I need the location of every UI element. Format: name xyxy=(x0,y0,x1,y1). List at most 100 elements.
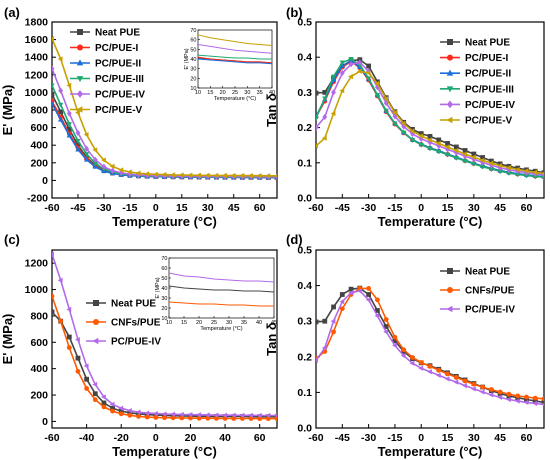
x-tick-label: 60 xyxy=(254,432,266,444)
data-point xyxy=(144,414,150,420)
data-point xyxy=(330,110,336,117)
x-tick-label: 30 xyxy=(202,202,214,214)
data-point xyxy=(348,61,354,68)
data-point xyxy=(480,384,486,390)
y-tick-label: 1200 xyxy=(25,258,49,270)
data-point xyxy=(479,389,485,395)
data-point xyxy=(58,318,64,324)
x-axis-label: Temperature (°C) xyxy=(112,214,217,229)
data-point xyxy=(480,155,486,160)
series-line xyxy=(52,93,277,179)
data-point xyxy=(118,405,124,411)
chart-panel: -60 -45 -30 -15 0 15 30 45 60 -200 0 200 400 600 800 10… xyxy=(0,5,278,229)
data-point xyxy=(436,137,442,143)
data-point xyxy=(101,404,107,410)
inset-y-tick-label: 40 xyxy=(161,286,167,292)
y-tick-label: 1400 xyxy=(25,52,49,64)
data-point xyxy=(316,357,318,363)
data-point xyxy=(515,393,521,399)
data-point xyxy=(374,92,381,98)
x-tick-label: 15 xyxy=(176,202,188,214)
data-point xyxy=(366,292,372,297)
data-point xyxy=(153,415,159,420)
x-tick-label: -30 xyxy=(361,432,376,444)
x-tick-label: 30 xyxy=(468,432,480,444)
data-point xyxy=(196,412,202,418)
legend-marker xyxy=(447,287,453,293)
data-point xyxy=(444,144,450,150)
data-point xyxy=(321,135,327,141)
series-group xyxy=(316,57,544,181)
data-point xyxy=(392,342,397,349)
legend-marker xyxy=(447,54,453,61)
data-point xyxy=(248,412,253,418)
data-point xyxy=(348,57,354,62)
inset-y-tick-label: 50 xyxy=(161,276,167,282)
data-point xyxy=(383,108,389,114)
data-point xyxy=(230,412,236,418)
data-point xyxy=(348,286,354,292)
data-point xyxy=(479,164,486,170)
legend-entry: Neat PUE xyxy=(465,267,510,278)
data-point xyxy=(256,412,262,419)
data-point xyxy=(92,156,98,163)
legend-marker xyxy=(446,69,454,76)
data-point xyxy=(101,157,106,163)
data-point xyxy=(435,372,441,378)
data-point xyxy=(331,304,336,310)
data-point xyxy=(400,120,406,127)
data-point xyxy=(135,170,141,176)
inset-x-tick-label: 25 xyxy=(211,320,217,326)
data-point xyxy=(322,318,328,324)
x-tick-label: -15 xyxy=(122,202,137,214)
data-point xyxy=(118,169,124,177)
legend-entry: CNFs/PUE xyxy=(465,286,515,297)
data-point xyxy=(196,172,202,178)
inset-x-tick-label: 10 xyxy=(195,90,201,96)
inset-series-line xyxy=(197,58,273,65)
inset-y-tick-label: 30 xyxy=(161,296,167,302)
x-tick-label: 0 xyxy=(153,202,159,214)
data-point xyxy=(58,87,64,94)
y-tick-label: 200 xyxy=(30,157,48,169)
data-point xyxy=(541,399,544,405)
y-tick-label: 1000 xyxy=(25,87,49,99)
data-point xyxy=(75,368,81,374)
y-tick-label: 1200 xyxy=(25,69,49,81)
legend-marker xyxy=(93,300,99,306)
data-point xyxy=(322,113,328,121)
x-tick-label: -60 xyxy=(44,432,59,444)
data-point xyxy=(435,140,441,147)
data-point xyxy=(339,306,345,312)
data-point xyxy=(52,83,55,89)
data-point xyxy=(409,128,415,134)
data-point xyxy=(58,109,64,115)
legend-entry: PC/PUE-IV xyxy=(465,100,515,111)
data-point xyxy=(418,135,424,142)
data-point xyxy=(265,412,271,419)
data-point xyxy=(66,306,72,312)
data-point xyxy=(83,132,89,138)
inset-y-tick-label: 10 xyxy=(161,316,167,322)
legend: Neat PUE CNFs/PUE PC/PUE-IV xyxy=(440,267,515,316)
inset-series-line xyxy=(197,34,273,46)
inset-series-line xyxy=(168,285,275,293)
data-point xyxy=(365,76,372,82)
data-point xyxy=(110,167,115,174)
data-point xyxy=(541,396,544,402)
data-point xyxy=(239,173,245,179)
series-group xyxy=(52,36,277,181)
data-point xyxy=(66,345,72,350)
y-tick-label: 1000 xyxy=(25,284,49,296)
panel-label: (a) xyxy=(4,5,20,20)
x-tick-label: -60 xyxy=(308,432,323,444)
data-point xyxy=(213,412,219,418)
data-point xyxy=(418,142,424,148)
data-point xyxy=(52,65,55,72)
x-tick-label: -30 xyxy=(361,202,376,214)
data-point xyxy=(383,324,389,329)
legend-entry: PC/PUE-IV xyxy=(111,337,161,348)
data-point xyxy=(366,63,372,69)
x-axis-label: Temperature (°C) xyxy=(378,444,483,459)
